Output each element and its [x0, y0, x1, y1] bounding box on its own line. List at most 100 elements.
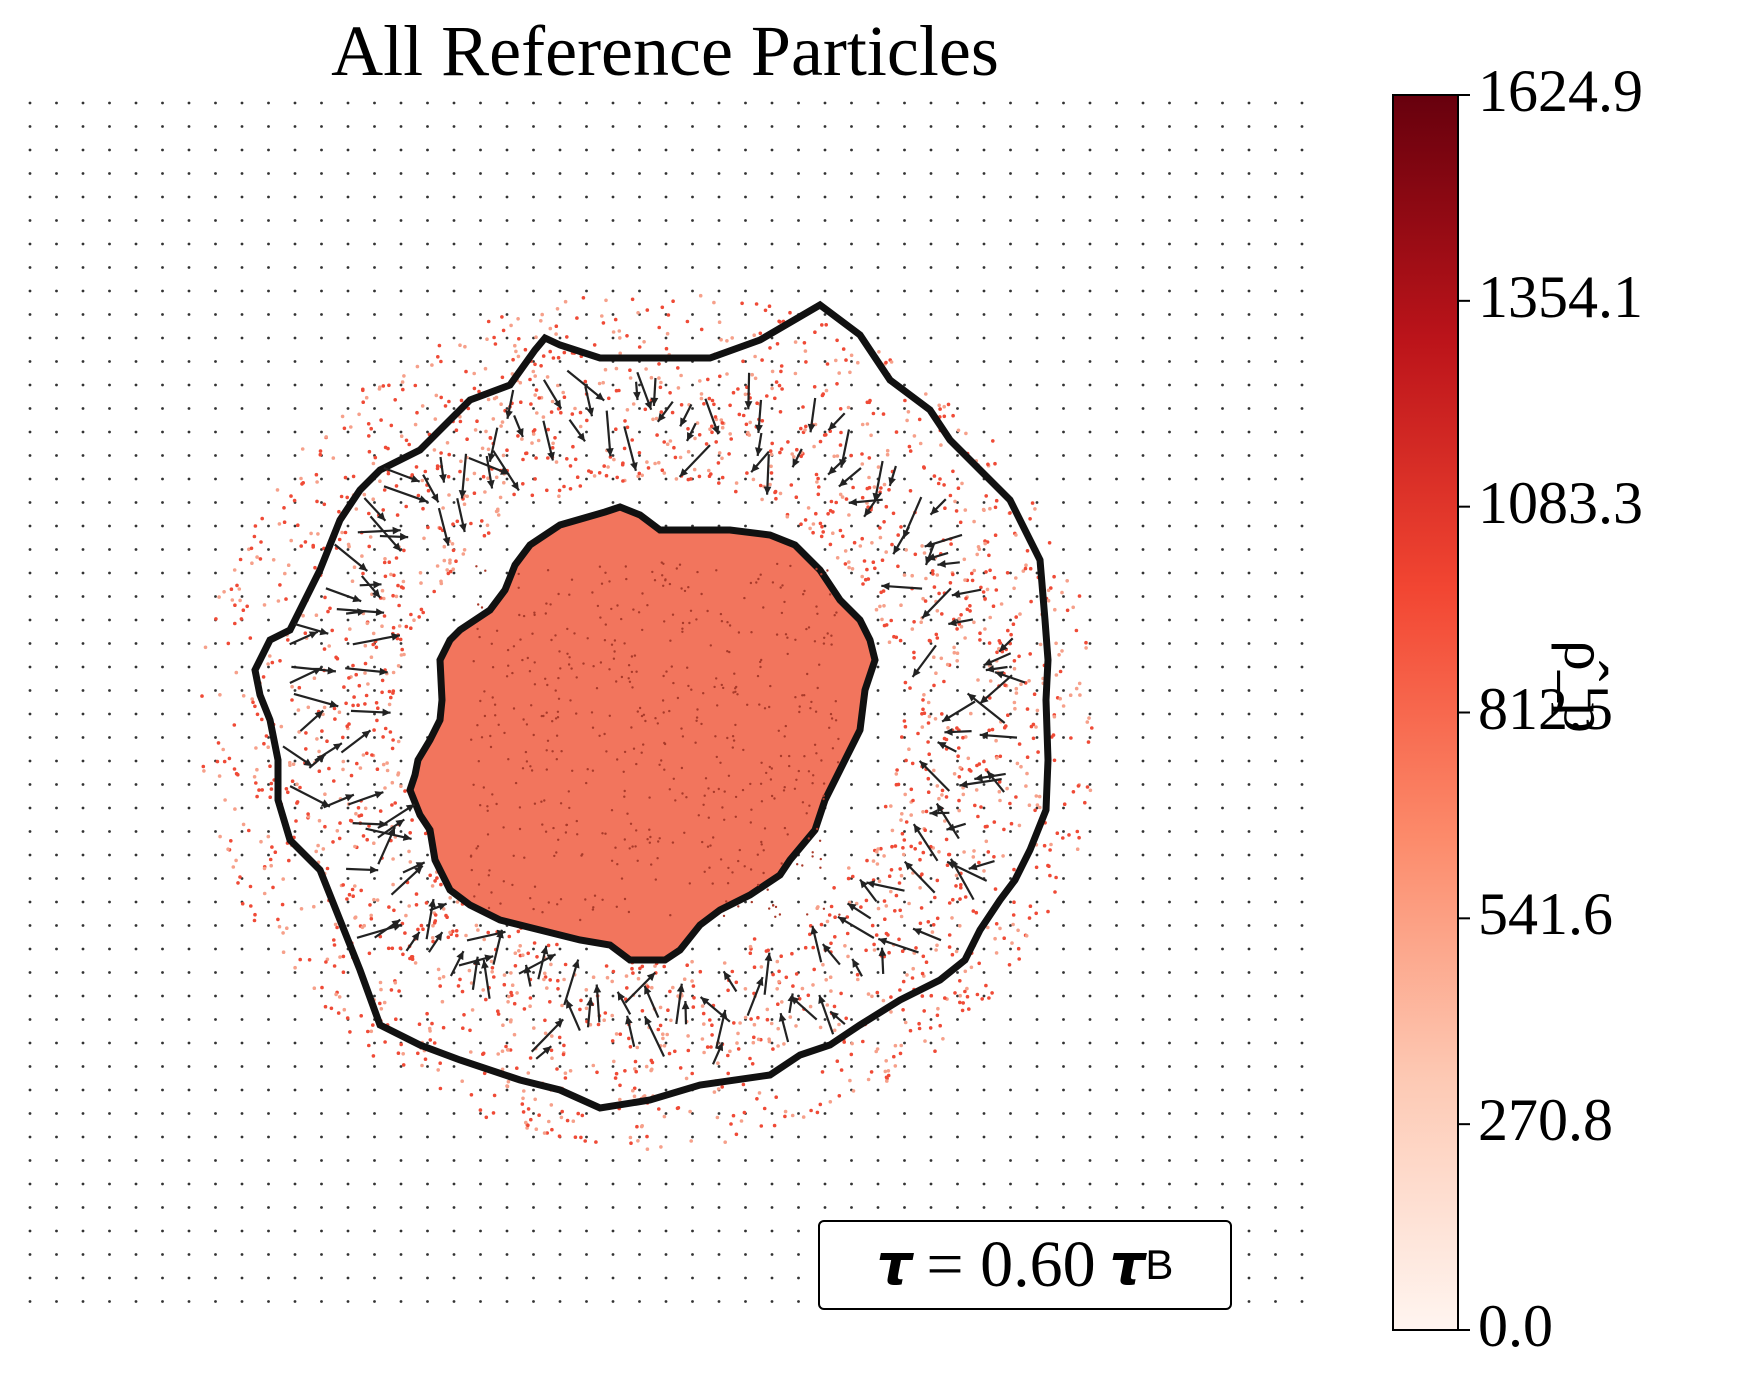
- lattice-dot: [664, 1276, 668, 1280]
- particle: [1012, 900, 1016, 904]
- particle: [657, 460, 661, 465]
- lattice-dot: [956, 1135, 959, 1139]
- particle: [568, 1069, 573, 1073]
- lattice-dot: [1062, 148, 1065, 152]
- particle: [580, 1113, 585, 1118]
- particle: [1065, 608, 1070, 613]
- particle: [799, 426, 803, 431]
- lattice-dot: [850, 148, 853, 152]
- particle: [962, 557, 967, 562]
- particle: [832, 1004, 837, 1009]
- lattice-dot: [373, 712, 376, 716]
- lattice-dot: [850, 571, 853, 575]
- lattice-dot: [585, 1065, 588, 1068]
- particle: [628, 1045, 633, 1049]
- particle: [773, 396, 777, 401]
- lattice-dot: [850, 1159, 853, 1162]
- lattice-dot: [346, 783, 350, 786]
- particle: [1030, 501, 1035, 505]
- lattice-dot: [55, 383, 58, 387]
- particle: [801, 1115, 806, 1119]
- particle: [820, 323, 824, 327]
- lattice-dot: [903, 689, 906, 692]
- lattice-dot: [134, 477, 138, 481]
- particle: [475, 419, 479, 424]
- lattice-dot: [214, 689, 217, 692]
- particle: [889, 889, 893, 894]
- particle: [401, 1052, 406, 1056]
- particle: [921, 954, 926, 959]
- lattice-dot: [161, 266, 164, 269]
- lattice-dot: [982, 383, 986, 387]
- lattice-dot: [664, 1065, 668, 1068]
- particle: [862, 559, 867, 563]
- particle: [1006, 713, 1010, 717]
- particle: [752, 333, 756, 338]
- lattice-dot: [1194, 501, 1198, 504]
- inner-particle: [762, 871, 765, 875]
- particle: [565, 457, 569, 461]
- lattice-dot: [797, 125, 800, 128]
- particle: [987, 553, 991, 558]
- lattice-dot: [479, 595, 482, 598]
- lattice-dot: [161, 407, 164, 410]
- lattice-dot: [770, 1065, 774, 1068]
- particle: [338, 955, 342, 959]
- particle: [659, 1145, 663, 1149]
- particle: [421, 610, 426, 615]
- inner-particle: [615, 680, 618, 683]
- particle: [865, 567, 869, 572]
- lattice-dot: [1168, 759, 1171, 763]
- inner-particle: [731, 871, 734, 874]
- particle: [634, 1069, 638, 1074]
- lattice-dot: [214, 407, 217, 410]
- lattice-dot: [770, 900, 774, 904]
- lattice-dot: [717, 313, 721, 316]
- particle: [301, 613, 305, 618]
- particle: [618, 1032, 623, 1036]
- particle: [254, 781, 258, 785]
- lattice-dot: [55, 830, 58, 833]
- particle: [879, 486, 883, 490]
- lattice-dot: [823, 1112, 827, 1115]
- lattice-dot: [1194, 665, 1198, 669]
- particle: [238, 875, 242, 879]
- particle: [521, 1110, 526, 1114]
- particle: [674, 477, 679, 481]
- particle: [817, 485, 821, 489]
- particle: [315, 499, 319, 504]
- lattice-dot: [1274, 219, 1277, 222]
- lattice-dot: [1141, 360, 1145, 363]
- lattice-dot: [797, 924, 800, 927]
- particle: [932, 474, 937, 478]
- particle: [496, 513, 501, 517]
- particle: [1025, 549, 1030, 553]
- lattice-dot: [452, 994, 456, 998]
- lattice-dot: [320, 1253, 323, 1256]
- particle: [490, 970, 495, 974]
- lattice-dot: [1009, 853, 1012, 857]
- particle: [217, 774, 222, 778]
- particle: [391, 882, 395, 887]
- lattice-dot: [55, 1112, 58, 1115]
- particle: [407, 442, 412, 447]
- lattice-dot: [823, 383, 827, 387]
- particle: [958, 1000, 962, 1005]
- lattice-dot: [55, 1088, 58, 1092]
- particle: [513, 951, 518, 955]
- particle: [926, 700, 931, 705]
- particle: [557, 488, 562, 493]
- lattice-dot: [929, 924, 933, 927]
- lattice-dot: [505, 195, 509, 199]
- lattice-dot: [929, 947, 933, 951]
- lattice-dot: [903, 148, 906, 152]
- lattice-dot: [956, 148, 959, 152]
- lattice-dot: [1088, 1088, 1092, 1092]
- inner-particle: [634, 845, 637, 848]
- lattice-dot: [28, 477, 32, 481]
- particle: [255, 794, 259, 799]
- particle: [954, 884, 958, 888]
- lattice-dot: [1009, 595, 1012, 598]
- inner-particle: [489, 734, 492, 738]
- lattice-dot: [187, 1253, 191, 1256]
